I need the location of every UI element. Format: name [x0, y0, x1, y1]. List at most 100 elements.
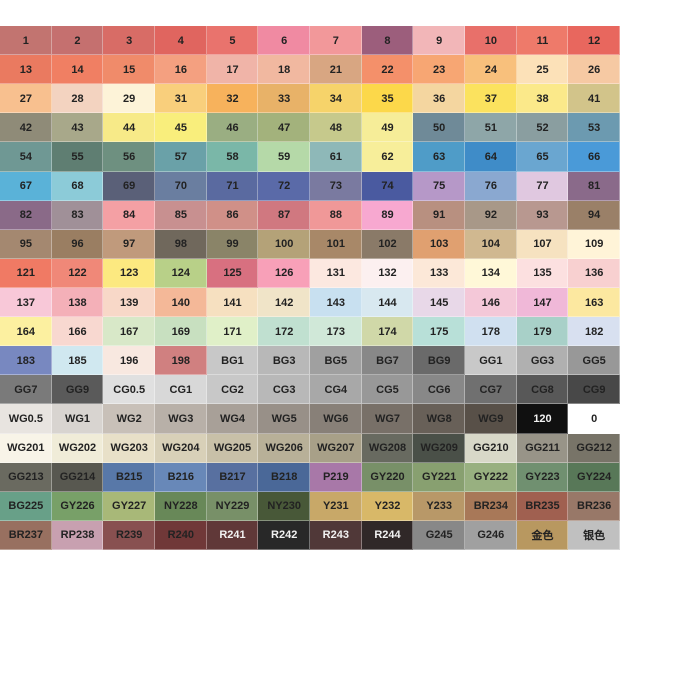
color-swatch: R240 — [155, 520, 207, 550]
swatch-label: 134 — [481, 267, 500, 280]
color-swatch: 45 — [155, 113, 207, 143]
swatch-label: GG7 — [14, 383, 38, 396]
swatch-label: WG0.5 — [8, 412, 43, 425]
color-swatch: 135 — [516, 258, 569, 288]
color-swatch: 147 — [516, 287, 569, 318]
swatch-label: 172 — [274, 325, 294, 338]
swatch-label: BR237 — [8, 529, 43, 542]
color-swatch: 174 — [361, 317, 414, 347]
color-swatch: P219 — [310, 462, 362, 492]
swatch-label: 167 — [119, 325, 139, 338]
color-swatch: 145 — [413, 287, 465, 318]
swatch-label: 7 — [332, 34, 339, 47]
swatch-label: 178 — [481, 325, 500, 338]
swatch-label: GG1 — [479, 354, 503, 367]
color-swatch: WG209 — [413, 433, 465, 463]
color-swatch: G246 — [465, 520, 517, 550]
swatch-label: GY226 — [60, 500, 95, 513]
color-swatch: 8 — [361, 26, 414, 56]
swatch-label: 71 — [226, 180, 239, 193]
color-swatch: 6 — [258, 26, 310, 56]
color-swatch: NY228 — [155, 491, 207, 521]
color-swatch: GG9 — [51, 375, 104, 405]
color-swatch: 196 — [103, 346, 155, 376]
color-swatch: 73 — [310, 171, 362, 201]
swatch-label: R242 — [271, 529, 298, 542]
color-swatch: WG9 — [465, 404, 517, 434]
color-swatch: 120 — [516, 404, 569, 434]
swatch-label: NY229 — [215, 500, 250, 513]
swatch-label: 22 — [381, 63, 394, 76]
swatch-label: 174 — [378, 325, 397, 338]
swatch-label: 179 — [533, 325, 552, 338]
swatch-label: 67 — [19, 180, 32, 193]
color-swatch: 166 — [51, 317, 104, 347]
swatch-label: 10 — [484, 34, 497, 47]
swatch-label: 36 — [433, 92, 446, 105]
color-swatch: 61 — [310, 142, 362, 172]
color-swatch: 164 — [0, 317, 52, 347]
color-swatch: GG7 — [0, 375, 52, 405]
color-swatch: Y231 — [310, 491, 362, 521]
color-swatch: 139 — [103, 287, 155, 318]
color-swatch: 69 — [103, 171, 155, 201]
color-swatch: 16 — [155, 55, 207, 85]
swatch-label: G246 — [477, 529, 505, 542]
color-swatch: WG1 — [51, 404, 104, 434]
swatch-label: 173 — [326, 325, 345, 338]
swatch-label: NY230 — [267, 500, 301, 513]
swatch-label: NY228 — [164, 500, 198, 513]
swatch-label: 38 — [536, 92, 549, 105]
swatch-label: 35 — [381, 92, 394, 105]
swatch-label: GG210 — [473, 442, 509, 455]
swatch-label: 137 — [16, 296, 35, 309]
color-swatch: 52 — [516, 113, 569, 143]
swatch-label: 124 — [171, 267, 190, 280]
swatch-label: GY221 — [422, 471, 457, 484]
swatch-label: 73 — [329, 180, 342, 193]
swatch-label: 107 — [533, 238, 552, 251]
color-swatch: 2 — [51, 26, 104, 56]
color-swatch: 143 — [310, 287, 362, 318]
swatch-label: GY227 — [112, 500, 147, 513]
swatch-label: 82 — [19, 209, 32, 222]
swatch-label: Y233 — [426, 500, 453, 513]
color-swatch: CG6 — [413, 375, 465, 405]
color-swatch: 48 — [310, 113, 362, 143]
color-swatch: 33 — [258, 84, 310, 114]
color-swatch: B217 — [206, 462, 259, 492]
swatch-label: GG5 — [582, 354, 606, 367]
color-swatch: 9 — [413, 26, 465, 56]
swatch-label: 143 — [326, 296, 345, 309]
swatch-label: 101 — [326, 238, 345, 251]
color-swatch: WG208 — [361, 433, 414, 463]
color-swatch: 136 — [568, 258, 620, 288]
swatch-label: 46 — [226, 121, 239, 134]
swatch-label: B218 — [271, 471, 298, 484]
swatch-label: 44 — [123, 121, 136, 134]
swatch-label: 89 — [381, 209, 394, 222]
color-swatch: WG5 — [258, 404, 310, 434]
color-swatch: 31 — [155, 84, 207, 114]
color-swatch: R242 — [258, 520, 310, 550]
swatch-label: 42 — [19, 121, 32, 134]
swatch-label: WG6 — [323, 412, 349, 425]
color-swatch: 36 — [413, 84, 465, 114]
swatch-label: 28 — [71, 92, 84, 105]
swatch-label: 144 — [378, 296, 397, 309]
swatch-label: WG4 — [219, 412, 246, 425]
color-swatch: GY223 — [516, 462, 569, 492]
swatch-label: CG4 — [324, 383, 348, 396]
swatch-label: 24 — [484, 63, 497, 76]
swatch-label: 57 — [174, 150, 187, 163]
swatch-label: CG8 — [531, 383, 554, 396]
color-swatch: CG9 — [568, 375, 620, 405]
swatch-label: 23 — [433, 63, 446, 76]
color-swatch: R243 — [310, 520, 362, 550]
swatch-label: 17 — [226, 63, 239, 76]
color-swatch: BR235 — [516, 491, 569, 521]
swatch-label: 49 — [381, 121, 394, 134]
swatch-label: WG203 — [110, 442, 148, 455]
swatch-label: 26 — [588, 63, 601, 76]
